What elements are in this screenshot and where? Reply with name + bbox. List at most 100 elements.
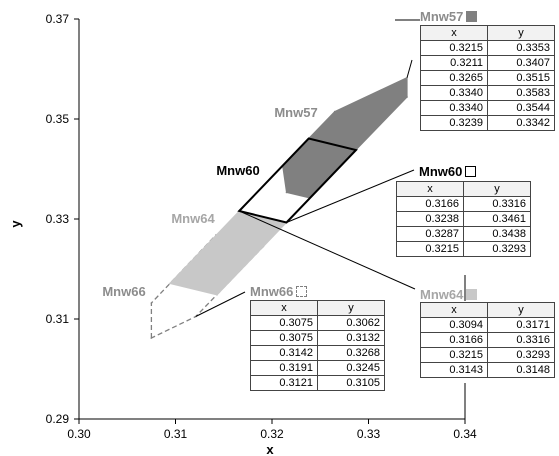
table-row: 0.3142 0.3268: [250, 345, 385, 361]
table-cell-y: 0.3316: [487, 332, 555, 348]
leader-line-mnw57: [406, 59, 413, 78]
data-point-mnw57: [406, 96, 408, 98]
table-cell-y: 0.3461: [463, 211, 531, 227]
table-cell-y: 0.3438: [463, 226, 531, 242]
legend-swatch: [465, 166, 477, 177]
table-row: 0.3215 0.3293: [396, 241, 531, 257]
leader-line-mnw66: [195, 291, 246, 317]
table-cell-x: 0.3121: [250, 375, 318, 391]
table-cell-x: 0.3166: [396, 196, 464, 212]
x-tick-label: 0.30: [67, 427, 91, 441]
data-point-mnw66: [150, 337, 153, 339]
data-point-mnw64: [216, 294, 218, 296]
y-axis-ticks: 0.29 0.31 0.33 0.35 0.37: [46, 12, 79, 426]
series-label-mnw60: Mnw60: [216, 163, 259, 178]
table-row: 0.3211 0.3407: [420, 55, 555, 71]
x-tick-label: 0.33: [357, 427, 381, 441]
table-cell-x: 0.3215: [396, 241, 464, 257]
table-cell-y: 0.3062: [317, 315, 385, 331]
table-cell-y: 0.3132: [317, 330, 385, 346]
data-point-mnw57: [285, 191, 288, 194]
table-header-x: x: [396, 181, 464, 197]
table-cell-y: 0.3293: [487, 347, 555, 363]
table-cell-x: 0.3239: [420, 115, 488, 131]
table-leader-lines: [195, 19, 466, 420]
table-cell-y: 0.3316: [463, 196, 531, 212]
data-point-mnw60: [307, 137, 310, 140]
table-cell-x: 0.3215: [420, 40, 488, 56]
table-mnw60: x y 0.3166 0.3316 0.3238 0.3461 0.3287 0.3438 0.…: [396, 181, 531, 257]
y-tick-label: 0.29: [46, 412, 70, 426]
table-header-x: x: [420, 25, 488, 41]
data-point-mnw57: [333, 110, 336, 113]
data-point-mnw60: [355, 149, 357, 151]
table-row: 0.3075 0.3062: [250, 315, 385, 331]
leader-line-mnw60: [286, 169, 415, 223]
table-title-mnw64: Mnw64: [420, 287, 478, 302]
x-axis-title: x: [266, 442, 274, 456]
table-title-text: Mnw64: [420, 287, 464, 302]
table-title-text: Mnw66: [250, 284, 294, 299]
series-label-mnw57: Mnw57: [274, 105, 317, 120]
table-row: 0.3166 0.3316: [396, 196, 531, 212]
table-row: 0.3340 0.3544: [420, 100, 555, 116]
legend-swatch: [296, 286, 308, 297]
y-axis-title: y: [8, 220, 23, 228]
table-title-text: Mnw60: [419, 164, 463, 179]
data-point-mnw66: [150, 302, 153, 304]
series-labels: Mnw57 Mnw60 Mnw64 Mnw66: [102, 105, 317, 299]
table-cell-x: 0.3215: [420, 347, 488, 363]
polygon-mnw57: [282, 76, 408, 199]
table-cell-y: 0.3268: [317, 345, 385, 361]
table-title-mnw57: Mnw57: [420, 9, 478, 24]
table-row: 0.3143 0.3148: [420, 362, 555, 378]
table-cell-y: 0.3148: [487, 362, 555, 378]
table-cell-y: 0.3293: [463, 241, 531, 257]
table-cell-x: 0.3340: [420, 100, 488, 116]
table-row: 0.3215 0.3293: [420, 347, 555, 363]
table-row: 0.3238 0.3461: [396, 211, 531, 227]
table-cell-y: 0.3353: [487, 40, 555, 56]
plot-area: [150, 76, 408, 340]
table-cell-x: 0.3166: [420, 332, 488, 348]
table-header-x: x: [420, 302, 488, 318]
table-row: 0.3191 0.3245: [250, 360, 385, 376]
table-cell-x: 0.3142: [250, 345, 318, 361]
table-row: 0.3166 0.3316: [420, 332, 555, 348]
y-tick-label: 0.31: [46, 312, 70, 326]
table-cell-y: 0.3171: [487, 317, 555, 333]
table-header-y: y: [317, 300, 385, 316]
table-cell-x: 0.3143: [420, 362, 488, 378]
table-cell-x: 0.3211: [420, 55, 488, 71]
table-cell-x: 0.3340: [420, 85, 488, 101]
table-cell-y: 0.3105: [317, 375, 385, 391]
table-header-x: x: [250, 300, 318, 316]
table-row: 0.3265 0.3515: [420, 70, 555, 86]
x-tick-label: 0.32: [260, 427, 284, 441]
y-tick-label: 0.33: [46, 212, 70, 226]
legend-swatch: [466, 289, 478, 300]
series-label-mnw66: Mnw66: [102, 284, 145, 299]
x-axis-ticks: 0.30 0.31 0.32 0.33 0.34: [67, 419, 477, 441]
table-cell-x: 0.3265: [420, 70, 488, 86]
table-title-mnw66: Mnw66: [250, 284, 308, 299]
table-cell-y: 0.3515: [487, 70, 555, 86]
table-cell-y: 0.3245: [317, 360, 385, 376]
table-cell-y: 0.3583: [487, 85, 555, 101]
table-cell-y: 0.3342: [487, 115, 555, 131]
leader-line-mnw64: [238, 210, 416, 290]
table-cell-x: 0.3075: [250, 315, 318, 331]
table-cell-y: 0.3407: [487, 55, 555, 71]
x-tick-label: 0.31: [164, 427, 188, 441]
table-mnw64: x y 0.3094 0.3171 0.3166 0.3316 0.3215 0.3293 0.…: [420, 302, 555, 378]
table-cell-y: 0.3544: [487, 100, 555, 116]
table-header-y: y: [463, 181, 531, 197]
table-row: 0.3121 0.3105: [250, 375, 385, 391]
table-cell-x: 0.3191: [250, 360, 318, 376]
table-row: 0.3287 0.3438: [396, 226, 531, 242]
table-cell-x: 0.3287: [396, 226, 464, 242]
table-row: 0.3340 0.3583: [420, 85, 555, 101]
